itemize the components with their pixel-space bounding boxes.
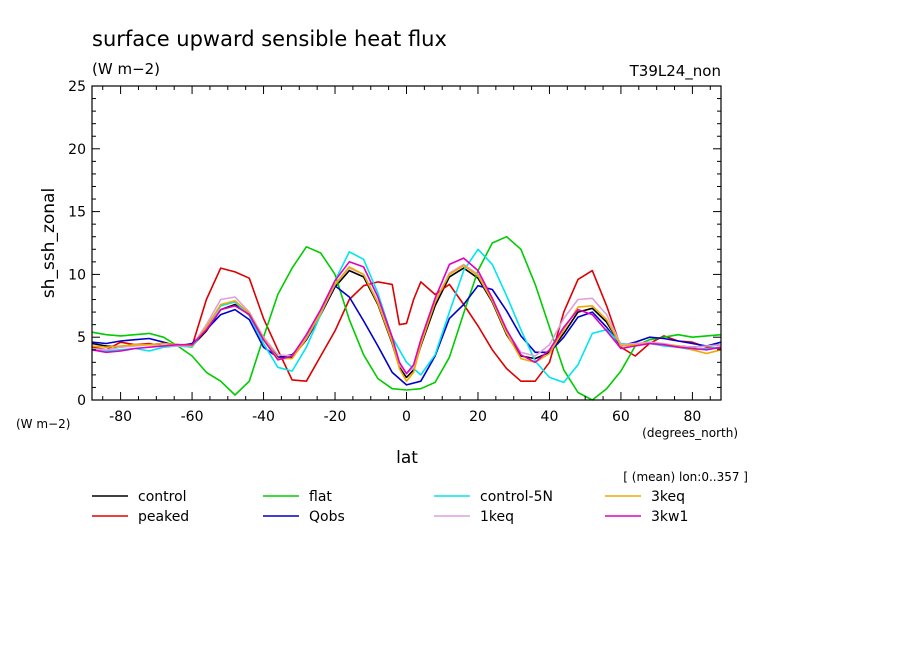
legend-label-qobs: Qobs — [309, 509, 345, 525]
legend-label-3keq: 3keq — [651, 489, 685, 505]
x-tick-label: -40 — [252, 409, 275, 425]
x-tick-label: 40 — [541, 409, 559, 425]
x-tick-label: -80 — [109, 409, 132, 425]
series-line-flat — [91, 235, 722, 401]
x-tick-label: 80 — [683, 409, 701, 425]
legend-label-control-5n: control-5N — [480, 489, 553, 505]
legend-label-1keq: 1keq — [480, 509, 514, 525]
y-axis-unit: (W m−2) — [16, 417, 70, 431]
chart-title: surface upward sensible heat flux — [92, 27, 447, 51]
x-tick-label: -20 — [324, 409, 347, 425]
x-tick-labels: -80 -60 -40 -20 0 20 40 60 80 — [109, 409, 701, 425]
x-tick-label: 60 — [612, 409, 630, 425]
series-line-peaked — [91, 267, 722, 383]
series-line-3kw1 — [91, 257, 722, 375]
y-tick-label: 10 — [68, 267, 86, 283]
legend: control peaked flat Qobs control-5N 1keq 3keq 3… — [92, 489, 688, 525]
legend-label-peaked: peaked — [138, 509, 189, 525]
x-tick-label: -60 — [181, 409, 204, 425]
x-tick-label: 0 — [402, 409, 411, 425]
ticks-layer — [92, 85, 721, 401]
y-axis-label: sh_ssh_zonal — [39, 188, 59, 298]
y-tick-label: 0 — [77, 393, 86, 409]
x-axis-unit: (degrees_north) — [642, 426, 738, 440]
y-tick-label: 25 — [68, 79, 86, 95]
averaging-note: [ (mean) lon:0..357 ] — [623, 470, 748, 484]
legend-label-3kw1: 3kw1 — [651, 509, 688, 525]
x-tick-label: 20 — [469, 409, 487, 425]
x-axis-label: lat — [396, 448, 418, 468]
y-tick-label: 20 — [68, 142, 86, 158]
y-tick-label: 15 — [68, 205, 86, 221]
legend-label-control: control — [138, 489, 187, 505]
series-layer — [91, 235, 722, 401]
run-label: T39L24_non — [629, 62, 721, 81]
chart-subtitle: (W m−2) — [92, 60, 160, 78]
y-tick-labels: 0 5 10 15 20 25 — [68, 79, 86, 409]
y-tick-label: 5 — [77, 330, 86, 346]
legend-label-flat: flat — [309, 489, 332, 505]
series-line-3keq — [91, 264, 722, 383]
